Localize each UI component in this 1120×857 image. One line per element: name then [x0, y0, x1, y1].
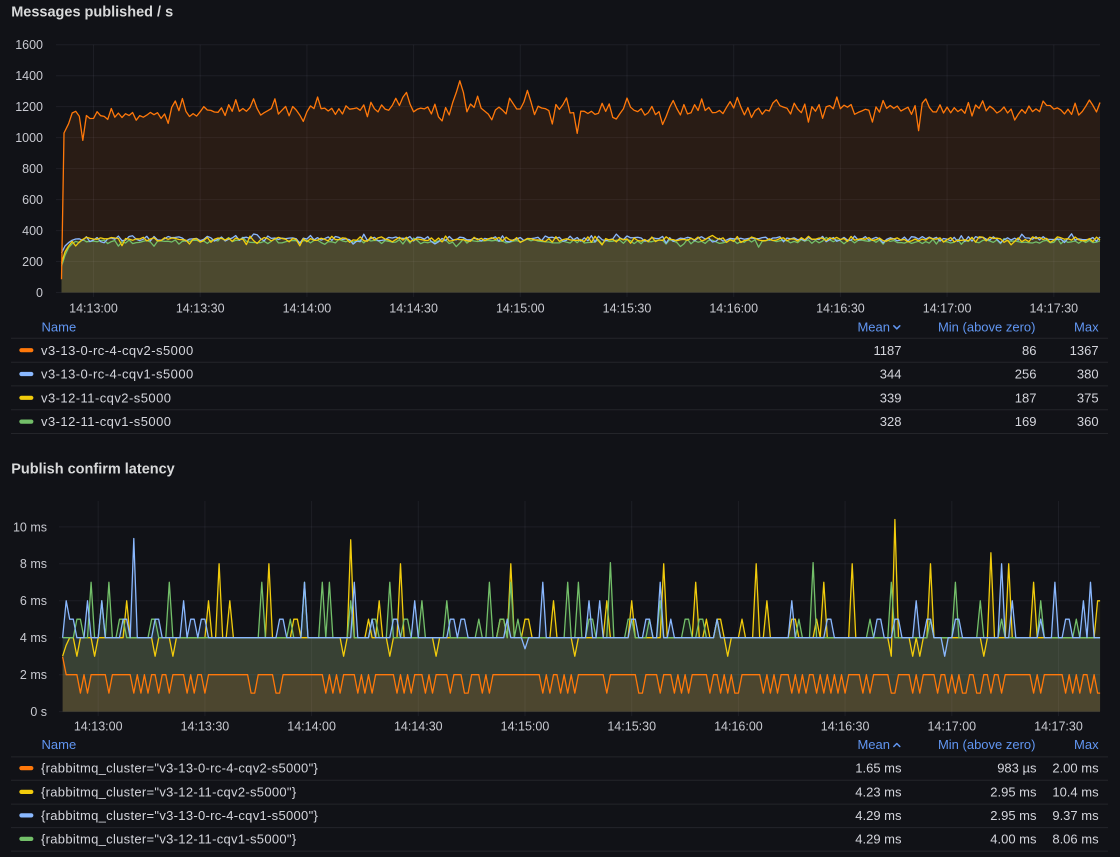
svg-text:Max: Max — [1074, 320, 1099, 335]
svg-text:{rabbitmq_cluster="v3-13-0-rc-: {rabbitmq_cluster="v3-13-0-rc-4-cqv2-s50… — [41, 761, 318, 776]
svg-text:2 ms: 2 ms — [20, 668, 47, 682]
svg-text:339: 339 — [880, 390, 902, 405]
svg-text:1600: 1600 — [15, 38, 43, 52]
svg-text:200: 200 — [22, 255, 43, 269]
svg-text:10 ms: 10 ms — [13, 520, 47, 534]
svg-text:344: 344 — [880, 367, 902, 382]
svg-text:Mean: Mean — [857, 737, 890, 752]
svg-text:375: 375 — [1077, 390, 1099, 405]
svg-text:0 s: 0 s — [30, 705, 47, 719]
svg-text:14:13:00: 14:13:00 — [69, 302, 118, 316]
svg-text:1400: 1400 — [15, 69, 43, 83]
svg-text:8.06 ms: 8.06 ms — [1052, 832, 1099, 847]
svg-text:2.00 ms: 2.00 ms — [1052, 761, 1099, 776]
svg-text:1.65 ms: 1.65 ms — [855, 761, 902, 776]
svg-text:187: 187 — [1015, 390, 1037, 405]
svg-text:14:17:30: 14:17:30 — [1029, 302, 1078, 316]
svg-text:4 ms: 4 ms — [20, 631, 47, 645]
svg-text:800: 800 — [22, 162, 43, 176]
svg-text:600: 600 — [22, 193, 43, 207]
svg-text:983 µs: 983 µs — [997, 761, 1037, 776]
svg-text:{rabbitmq_cluster="v3-13-0-rc-: {rabbitmq_cluster="v3-13-0-rc-4-cqv1-s50… — [41, 808, 318, 823]
svg-text:1000: 1000 — [15, 131, 43, 145]
svg-text:Min (above zero): Min (above zero) — [938, 737, 1036, 752]
svg-text:Mean: Mean — [857, 320, 890, 335]
svg-text:2.95 ms: 2.95 ms — [990, 808, 1037, 823]
svg-text:1187: 1187 — [874, 343, 902, 358]
svg-text:14:16:30: 14:16:30 — [821, 720, 870, 734]
svg-text:14:15:30: 14:15:30 — [603, 302, 652, 316]
svg-text:14:13:30: 14:13:30 — [176, 302, 225, 316]
svg-text:{rabbitmq_cluster="v3-12-11-cq: {rabbitmq_cluster="v3-12-11-cqv2-s5000"} — [41, 785, 297, 800]
svg-text:Name: Name — [42, 320, 77, 335]
svg-text:v3-12-11-cqv1-s5000: v3-12-11-cqv1-s5000 — [41, 414, 171, 429]
svg-text:10.4 ms: 10.4 ms — [1052, 785, 1099, 800]
svg-text:14:14:30: 14:14:30 — [389, 302, 438, 316]
svg-text:380: 380 — [1077, 367, 1099, 382]
svg-text:Name: Name — [42, 737, 77, 752]
svg-text:14:16:30: 14:16:30 — [816, 302, 865, 316]
svg-text:6 ms: 6 ms — [20, 594, 47, 608]
svg-text:14:14:30: 14:14:30 — [394, 720, 443, 734]
svg-text:14:14:00: 14:14:00 — [283, 302, 332, 316]
svg-text:86: 86 — [1022, 343, 1036, 358]
svg-text:14:17:30: 14:17:30 — [1034, 720, 1083, 734]
svg-text:4.00 ms: 4.00 ms — [990, 832, 1037, 847]
svg-text:256: 256 — [1015, 367, 1037, 382]
svg-text:14:13:00: 14:13:00 — [74, 720, 123, 734]
svg-text:0: 0 — [36, 286, 43, 300]
svg-text:{rabbitmq_cluster="v3-12-11-cq: {rabbitmq_cluster="v3-12-11-cqv1-s5000"} — [41, 832, 297, 847]
svg-text:8 ms: 8 ms — [20, 557, 47, 571]
svg-text:14:14:00: 14:14:00 — [287, 720, 336, 734]
svg-text:v3-13-0-rc-4-cqv1-s5000: v3-13-0-rc-4-cqv1-s5000 — [41, 367, 194, 382]
svg-text:14:15:00: 14:15:00 — [496, 302, 545, 316]
svg-text:9.37 ms: 9.37 ms — [1052, 808, 1099, 823]
svg-text:400: 400 — [22, 224, 43, 238]
svg-text:Max: Max — [1074, 737, 1099, 752]
svg-text:4.23 ms: 4.23 ms — [855, 785, 902, 800]
svg-text:4.29 ms: 4.29 ms — [855, 808, 902, 823]
svg-text:Publish confirm latency: Publish confirm latency — [11, 461, 175, 477]
svg-text:14:15:00: 14:15:00 — [501, 720, 550, 734]
svg-text:169: 169 — [1015, 414, 1037, 429]
svg-text:v3-13-0-rc-4-cqv2-s5000: v3-13-0-rc-4-cqv2-s5000 — [41, 343, 194, 358]
svg-text:v3-12-11-cqv2-s5000: v3-12-11-cqv2-s5000 — [41, 390, 171, 405]
svg-text:1200: 1200 — [15, 100, 43, 114]
svg-text:14:15:30: 14:15:30 — [607, 720, 656, 734]
svg-text:14:17:00: 14:17:00 — [927, 720, 976, 734]
svg-text:2.95 ms: 2.95 ms — [990, 785, 1037, 800]
svg-text:14:16:00: 14:16:00 — [709, 302, 758, 316]
svg-text:328: 328 — [880, 414, 902, 429]
svg-text:360: 360 — [1077, 414, 1099, 429]
svg-text:Messages published / s: Messages published / s — [11, 5, 173, 21]
svg-text:1367: 1367 — [1070, 343, 1099, 358]
svg-text:Min (above zero): Min (above zero) — [938, 320, 1036, 335]
svg-text:14:13:30: 14:13:30 — [181, 720, 230, 734]
svg-text:4.29 ms: 4.29 ms — [855, 832, 902, 847]
svg-text:14:16:00: 14:16:00 — [714, 720, 763, 734]
svg-text:14:17:00: 14:17:00 — [923, 302, 972, 316]
